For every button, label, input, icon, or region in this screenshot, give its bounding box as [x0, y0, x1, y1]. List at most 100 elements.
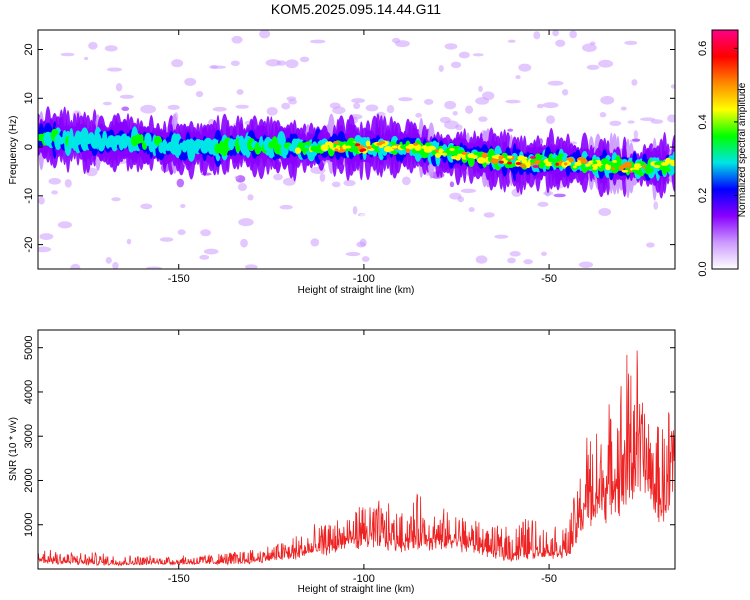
spectrogram-cell [450, 61, 462, 69]
spectrogram-cell [555, 162, 559, 166]
spectrogram-y-axis-label: Frequency (Hz) [8, 116, 19, 185]
spectrogram-cell [667, 159, 675, 163]
spectrogram-cell [361, 256, 370, 263]
spectrogram-cell [498, 160, 504, 164]
spectrogram-cell [334, 148, 339, 152]
spectrogram-cell [200, 229, 212, 237]
spectrogram-cell [150, 256, 164, 261]
spectrogram-cell [444, 43, 458, 50]
spectrogram-cell [561, 89, 569, 96]
spectrogram-frame [37, 29, 676, 270]
spectrogram-cell [401, 176, 411, 186]
spectrogram-cell [545, 163, 553, 167]
spectrogram-cell [511, 188, 522, 197]
spectrogram-cell [285, 59, 299, 69]
spectrogram-cell [365, 140, 371, 147]
spectrogram-cell [620, 106, 627, 111]
spectrogram-cell [379, 223, 393, 232]
spectrogram-cell [365, 104, 379, 112]
spectrogram-cell [171, 59, 184, 68]
spectrogram-cell [566, 157, 574, 161]
spectrogram-cell [345, 251, 361, 257]
spectrogram-cell [310, 238, 320, 247]
colorbar-tick-label: 0.6 [697, 41, 709, 56]
spectrogram-cell [111, 197, 121, 202]
spectrogram-cell [461, 151, 468, 155]
spectrogram-cell [351, 98, 365, 104]
spectrogram-x-tick-label: -50 [541, 273, 557, 285]
spectrogram-cell [494, 234, 509, 239]
spectrogram-cell [265, 59, 281, 67]
spectrogram-cell [458, 51, 470, 59]
spectrogram-cell [507, 257, 516, 264]
spectrogram-cell [115, 83, 123, 92]
spectrogram-cell [553, 193, 566, 198]
spectrogram-cell [59, 78, 71, 82]
spectrogram-cell [532, 164, 539, 168]
spectrogram-cell [379, 140, 386, 144]
spectrogram-cell [546, 115, 555, 124]
spectrogram-cell [332, 106, 346, 115]
spectrogram-cell [122, 68, 136, 74]
spectrogram-cell [542, 102, 559, 109]
spectrogram-cell [530, 162, 534, 166]
spectrogram-cell [667, 114, 675, 123]
spectrogram-cell [84, 56, 89, 61]
colorbar: 0.0 0.2 0.4 0.6 Normalized spectral amplitu… [697, 29, 748, 277]
spectrogram-cell [529, 155, 536, 159]
colorbar-tick-label: 0.4 [697, 114, 709, 129]
spectrogram-cell [472, 53, 484, 57]
spectrogram-cell [177, 229, 186, 236]
spectrogram-cell [438, 64, 444, 72]
spectrogram-cell [231, 35, 243, 44]
spectrogram-cell [195, 90, 204, 98]
spectrogram-cell [234, 175, 240, 180]
spectrogram-cell [465, 105, 474, 114]
snr-x-axis-label: Height of straight line (km) [298, 584, 415, 595]
spectrogram-heatmap [38, 30, 675, 269]
spectrogram-cell [309, 39, 326, 44]
spectrogram-cell [631, 79, 638, 86]
spectrogram-cell [352, 205, 358, 215]
spectrogram-cell [659, 166, 664, 171]
snr-panel: -150 -100 -50 1000 2000 3000 4000 5000 Height … [8, 329, 676, 595]
snr-x-tick-label: -50 [541, 573, 557, 585]
spectrogram-y-tick-label: 20 [23, 43, 35, 55]
spectrogram-cell [509, 251, 521, 257]
spectrogram-cell [126, 238, 132, 245]
spectrogram-cell [104, 45, 118, 52]
spectrogram-cell [255, 236, 267, 245]
spectrogram-cell [386, 105, 395, 114]
spectrogram-cell [237, 183, 247, 192]
spectrogram-cell [180, 203, 186, 209]
spectrogram-cell [350, 148, 359, 152]
spectrogram-cell [578, 261, 594, 268]
colorbar-label: Normalized spectral amplitude [737, 82, 748, 217]
spectrogram-cell [48, 177, 62, 185]
spectrogram-cell [507, 128, 514, 132]
snr-x-ticks: -150 -100 -50 [168, 330, 557, 585]
spectrogram-cell [199, 254, 210, 260]
spectrogram-cell [586, 64, 600, 70]
spectrogram-x-ticks: -150 -100 -50 [168, 30, 557, 285]
spectrogram-cell [266, 106, 278, 116]
spectrogram-cell [599, 111, 607, 118]
spectrogram-cell [213, 195, 227, 200]
spectrogram-x-tick-label: -150 [168, 273, 190, 285]
spectrogram-cell [333, 140, 340, 144]
snr-y-axis-label: SNR (10 * v/v) [8, 417, 19, 481]
spectrogram-cell [39, 233, 54, 241]
spectrogram-cell [70, 68, 83, 76]
spectrogram-cell [542, 96, 548, 101]
spectrogram-cell [452, 111, 458, 116]
spectrogram-cell [632, 138, 641, 142]
snr-x-tick-label: -150 [168, 573, 190, 585]
spectrogram-cell [176, 178, 185, 188]
spectrogram-cell [427, 145, 435, 149]
spectrogram-cell [435, 149, 439, 153]
spectrogram-cell [395, 40, 410, 48]
spectrogram-cell [536, 103, 544, 109]
spectrogram-cell [478, 116, 488, 122]
spectrogram-cell [609, 120, 622, 127]
spectrogram-cell [639, 117, 656, 122]
